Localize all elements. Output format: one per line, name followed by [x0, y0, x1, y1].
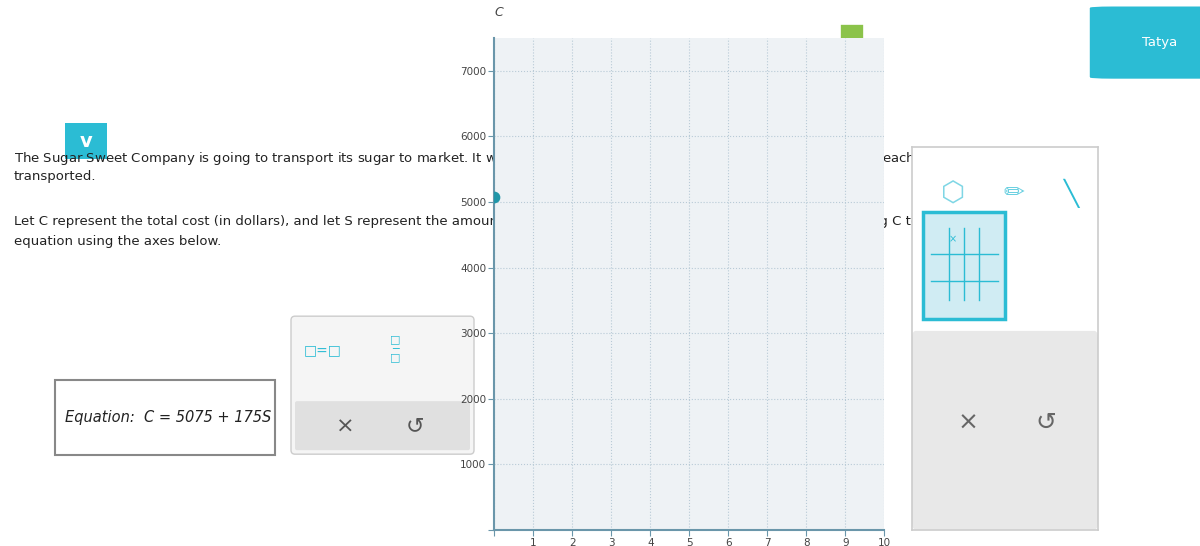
FancyBboxPatch shape — [893, 24, 917, 61]
Text: Equation:  C = 5075 + 175S: Equation: C = 5075 + 175S — [65, 410, 271, 425]
Text: Writing an equation and drawing its graph to model a real-world...: Writing an equation and drawing its grap… — [60, 53, 502, 66]
FancyBboxPatch shape — [55, 380, 275, 455]
Text: 1/3: 1/3 — [924, 36, 943, 49]
Text: Tatya: Tatya — [1141, 36, 1177, 49]
FancyBboxPatch shape — [912, 331, 1098, 530]
Text: v: v — [79, 132, 92, 151]
FancyBboxPatch shape — [840, 24, 864, 61]
Text: Let C represent the total cost (in dollars), and let S represent the amount of s: Let C represent the total cost (in dolla… — [14, 215, 1078, 228]
Text: □
─
□: □ ─ □ — [390, 334, 401, 363]
FancyBboxPatch shape — [292, 316, 474, 454]
Text: ×: × — [949, 234, 956, 244]
Text: ╲: ╲ — [1063, 179, 1078, 208]
Text: ×: × — [958, 411, 978, 435]
Text: The Sugar Sweet Company is going to transport its sugar to market. It will cost : The Sugar Sweet Company is going to tran… — [14, 150, 1001, 167]
FancyBboxPatch shape — [1088, 5, 1200, 80]
FancyBboxPatch shape — [65, 123, 107, 159]
Text: ⬡: ⬡ — [941, 179, 965, 207]
Text: transported.: transported. — [14, 170, 96, 183]
Text: ✏: ✏ — [1003, 181, 1025, 205]
Text: □=□: □=□ — [304, 343, 342, 357]
Text: LINES: LINES — [60, 18, 91, 28]
FancyBboxPatch shape — [923, 212, 1006, 319]
Text: ×: × — [336, 416, 354, 436]
Text: ↺: ↺ — [406, 416, 425, 436]
Text: C: C — [494, 5, 503, 19]
FancyBboxPatch shape — [866, 24, 890, 61]
FancyBboxPatch shape — [295, 401, 470, 450]
Point — [485, 193, 504, 201]
Text: ↺: ↺ — [1036, 411, 1056, 435]
Text: equation using the axes below.: equation using the axes below. — [14, 235, 221, 248]
